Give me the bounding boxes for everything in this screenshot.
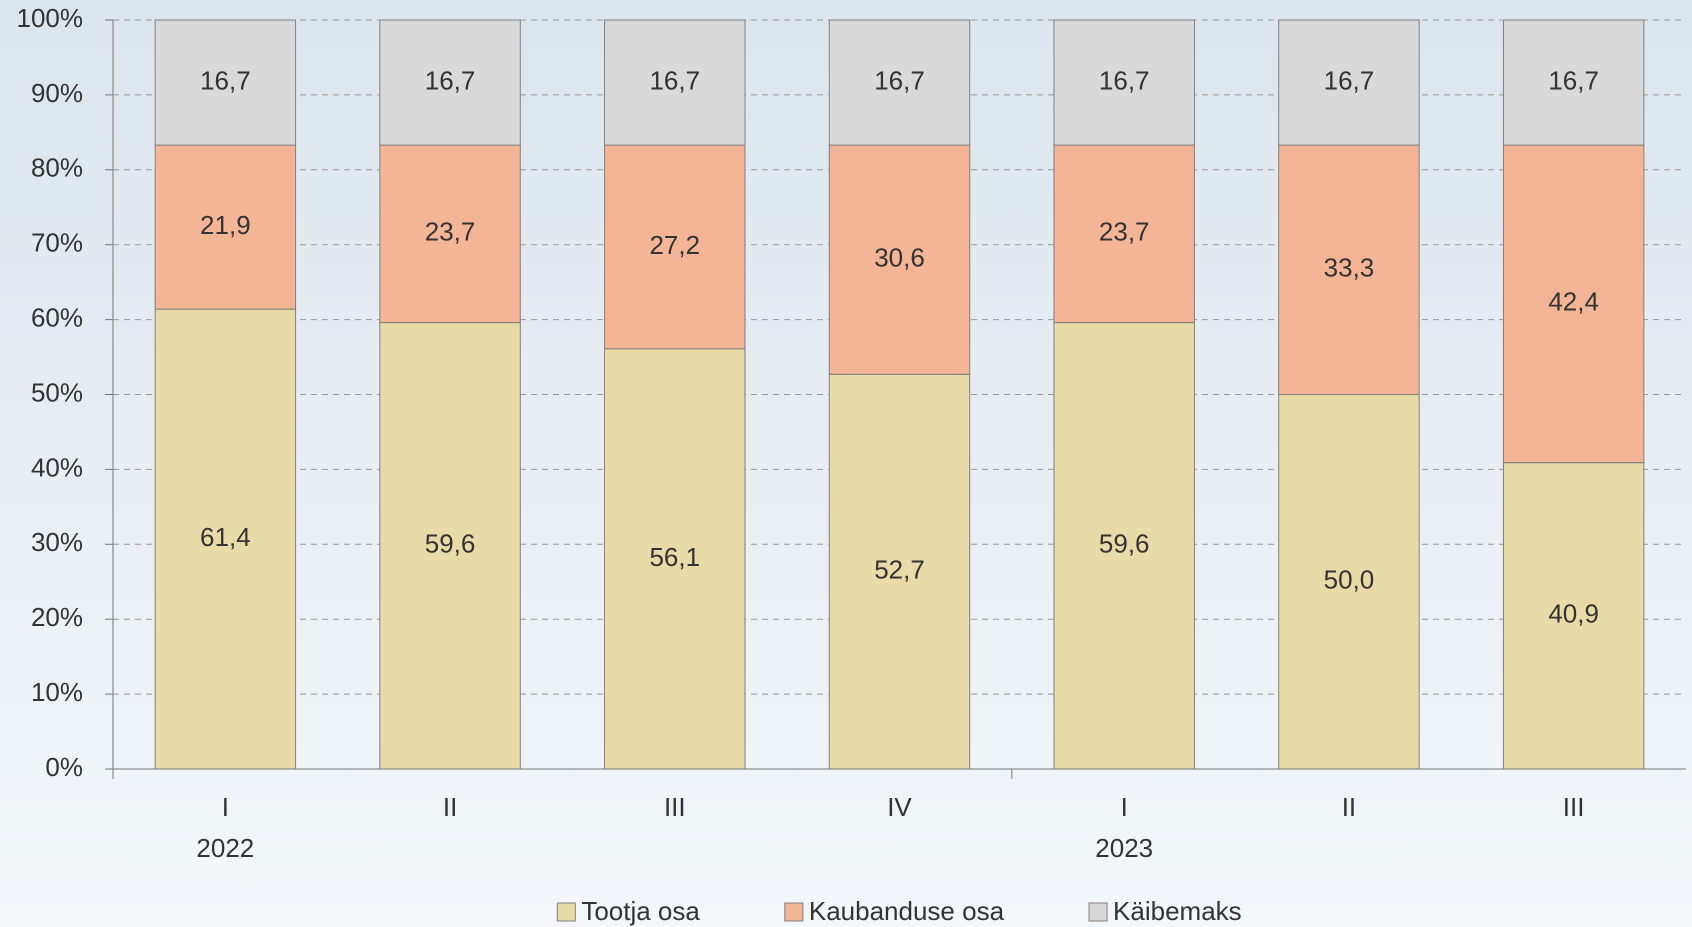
bar-segment [379,144,521,324]
data-label: 56,1 [649,542,700,572]
bar-segment [1502,19,1645,146]
y-tick-label: 90% [31,78,83,108]
x-group-label: 2022 [196,833,254,863]
data-label: 23,7 [425,217,476,247]
bar-segment [1053,144,1195,324]
y-tick-label: 60% [31,302,83,332]
y-tick-label: 80% [31,153,83,183]
data-label: 16,7 [649,65,700,95]
y-tick-label: 70% [31,228,83,258]
bar-segment [604,19,746,146]
data-label: 59,6 [425,529,476,559]
x-tick-label: III [1563,792,1585,822]
data-label: 16,7 [1099,65,1150,95]
bar-segment [828,19,971,146]
data-label: 30,6 [874,243,925,273]
bar-segment [1278,394,1420,770]
x-tick-label: III [664,792,686,822]
x-tick-label: II [443,792,457,822]
data-label: 33,3 [1324,253,1375,283]
bar-segment [1502,144,1645,464]
bar-segment [154,144,297,310]
data-label: 59,6 [1099,529,1150,559]
y-tick-label: 30% [31,527,83,557]
x-tick-label: I [1121,792,1128,822]
bar-segment [154,19,297,146]
data-label: 16,7 [1548,65,1599,95]
data-label: 16,7 [874,65,925,95]
data-label: 42,4 [1548,287,1599,317]
bar-segment [1053,19,1195,146]
bar-segment [1278,144,1420,395]
y-tick-label: 50% [31,377,83,407]
bar-segment [154,308,297,770]
data-label: 27,2 [649,230,700,260]
legend-label: Käibemaks [1113,896,1242,926]
data-label: 23,7 [1099,217,1150,247]
bar-segment [379,322,521,770]
x-tick-label: II [1342,792,1356,822]
bar-segment [1053,322,1195,770]
data-label: 16,7 [200,65,251,95]
legend-swatch [1088,902,1108,922]
data-label: 16,7 [1324,65,1375,95]
x-group-label: 2023 [1095,833,1153,863]
legend-swatch [784,902,804,922]
bar-segment [828,373,971,770]
data-label: 61,4 [200,522,251,552]
y-tick-label: 10% [31,677,83,707]
bar-segment [828,144,971,375]
data-label: 16,7 [425,65,476,95]
y-tick-label: 20% [31,602,83,632]
bar-segment [1278,19,1420,146]
data-label: 50,0 [1324,565,1375,595]
data-label: 21,9 [200,210,251,240]
legend-label: Kaubanduse osa [809,896,1005,926]
x-tick-label: IV [887,792,912,822]
data-label: 40,9 [1548,599,1599,629]
legend-label: Tootja osa [581,896,700,926]
y-tick-label: 100% [17,3,84,33]
y-tick-label: 0% [45,752,83,782]
legend-swatch [556,902,576,922]
x-tick-label: I [222,792,229,822]
y-tick-label: 40% [31,452,83,482]
data-label: 52,7 [874,555,925,585]
bar-segment [604,144,746,350]
bar-segment [379,19,521,146]
